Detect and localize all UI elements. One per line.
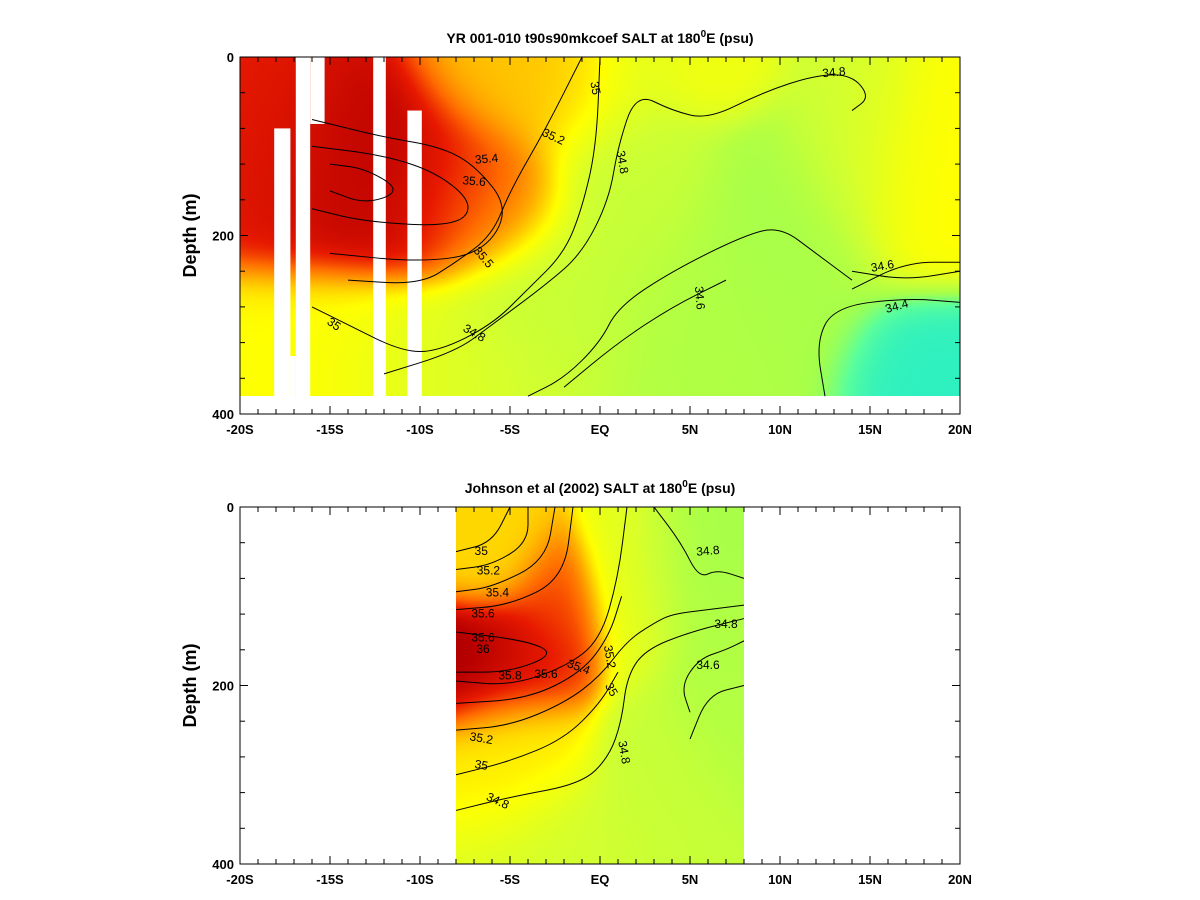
- contour-line-35: [311, 57, 601, 353]
- contour-label: 34.8: [696, 543, 721, 559]
- contour-line-35-4: [455, 507, 556, 593]
- contour-label: 35: [474, 757, 490, 773]
- x-tick-label: 10N: [768, 872, 792, 887]
- chart-title-tail: E (psu): [688, 480, 735, 496]
- contour-label: 34.8: [613, 149, 631, 175]
- x-tick-label: 10N: [768, 422, 792, 437]
- contour-label: 34.4: [884, 296, 910, 316]
- contour-line-34-6: [563, 279, 727, 388]
- salinity-field-image: [456, 507, 744, 864]
- x-tick-label: EQ: [591, 422, 610, 437]
- contour-label: 35.2: [477, 563, 501, 577]
- contour-line-35-8: [455, 631, 548, 673]
- contour-line-34-8: [653, 507, 745, 579]
- chart-title-tail: E (psu): [706, 30, 753, 46]
- chart-title-main: YR 001-010 t90s90mkcoef SALT at 180: [446, 30, 700, 46]
- x-tick-label: -5S: [500, 872, 521, 887]
- x-tick-label: -15S: [316, 422, 344, 437]
- x-tick-label: 5N: [682, 422, 699, 437]
- y-tick-label: 0: [227, 500, 234, 515]
- contour-line-35-4: [455, 596, 623, 704]
- contour-line-34-8: [527, 229, 853, 397]
- x-tick-label: -10S: [406, 872, 434, 887]
- contour-line-34-4: [818, 298, 960, 397]
- y-axis-label: Depth (m): [180, 644, 200, 728]
- contour-line-35-6: [455, 507, 574, 611]
- contour-line-34-6: [689, 685, 745, 740]
- x-tick-label: 15N: [858, 422, 882, 437]
- contour-line-35-6: [311, 145, 469, 226]
- x-tick-label: 20N: [948, 872, 972, 887]
- contour-label: 34.8: [714, 617, 738, 631]
- contour-label: 35: [602, 680, 621, 699]
- contour-label: 34.6: [870, 257, 896, 275]
- contour-line-35-8: [329, 163, 394, 202]
- contour-label: 35.6: [534, 667, 558, 681]
- contour-line-35-6: [455, 507, 628, 685]
- y-tick-label: 200: [212, 229, 234, 244]
- contour-line-34-6: [851, 270, 960, 279]
- contour-label: 35.8: [498, 669, 522, 683]
- x-tick-label: 15N: [858, 872, 882, 887]
- chart-title-main: Johnson et al (2002) SALT at 180: [465, 480, 683, 496]
- missing-data-column: [274, 128, 291, 414]
- contour-line-34-8: [455, 618, 745, 811]
- contour-line-35-2: [455, 604, 745, 731]
- missing-data-column: [407, 110, 422, 415]
- contour-label: 35.4: [486, 586, 510, 600]
- x-tick-label: 5N: [682, 872, 699, 887]
- x-tick-label: -20S: [226, 872, 254, 887]
- contour-label: 35.6: [471, 630, 495, 644]
- contour-label: 35.2: [601, 644, 619, 670]
- contour-label: 34.6: [696, 658, 720, 672]
- contour-label: 35.2: [469, 729, 495, 747]
- missing-data-column: [290, 355, 296, 414]
- y-tick-label: 0: [227, 50, 234, 65]
- contour-line-35: [455, 507, 511, 553]
- x-tick-label: 20N: [948, 422, 972, 437]
- chart-title: YR 001-010 t90s90mkcoef SALT at 1800E (p…: [446, 29, 753, 46]
- x-tick-label: EQ: [591, 872, 610, 887]
- chart-title-superscript: 0: [701, 29, 707, 40]
- contour-label: 36: [476, 642, 490, 656]
- x-tick-label: -5S: [500, 422, 521, 437]
- missing-data-column: [310, 396, 325, 414]
- contour-label: 34.6: [692, 286, 708, 311]
- chart-title: Johnson et al (2002) SALT at 1800E (psu): [465, 479, 736, 496]
- contour-line-35-2: [455, 507, 529, 570]
- x-tick-label: -10S: [406, 422, 434, 437]
- x-tick-label: -20S: [226, 422, 254, 437]
- contour-line-34-6: [683, 640, 745, 713]
- contour-label: 35.4: [474, 151, 499, 167]
- contour-line-35: [455, 671, 619, 776]
- y-axis-label: Depth (m): [180, 194, 200, 278]
- contour-label: 35: [587, 80, 603, 96]
- y-tick-label: 200: [212, 679, 234, 694]
- contour-label: 34.8: [822, 64, 847, 80]
- contour-label: 35: [475, 544, 489, 558]
- contour-line-35-2: [347, 57, 583, 284]
- contour-line-35-4: [311, 118, 503, 261]
- missing-data-column: [295, 57, 311, 414]
- contour-line-34-8: [383, 74, 866, 375]
- contour-label: 34.8: [615, 740, 633, 766]
- x-tick-label: -15S: [316, 872, 344, 887]
- missing-data-column: [310, 57, 325, 124]
- chart-title-superscript: 0: [682, 479, 688, 490]
- contour-label: 35.6: [471, 606, 495, 620]
- y-tick-label: 400: [212, 407, 234, 422]
- missing-data-column: [373, 57, 386, 414]
- salinity-field-image: [240, 57, 960, 396]
- contour-label: 35.6: [462, 173, 487, 189]
- y-tick-label: 400: [212, 857, 234, 872]
